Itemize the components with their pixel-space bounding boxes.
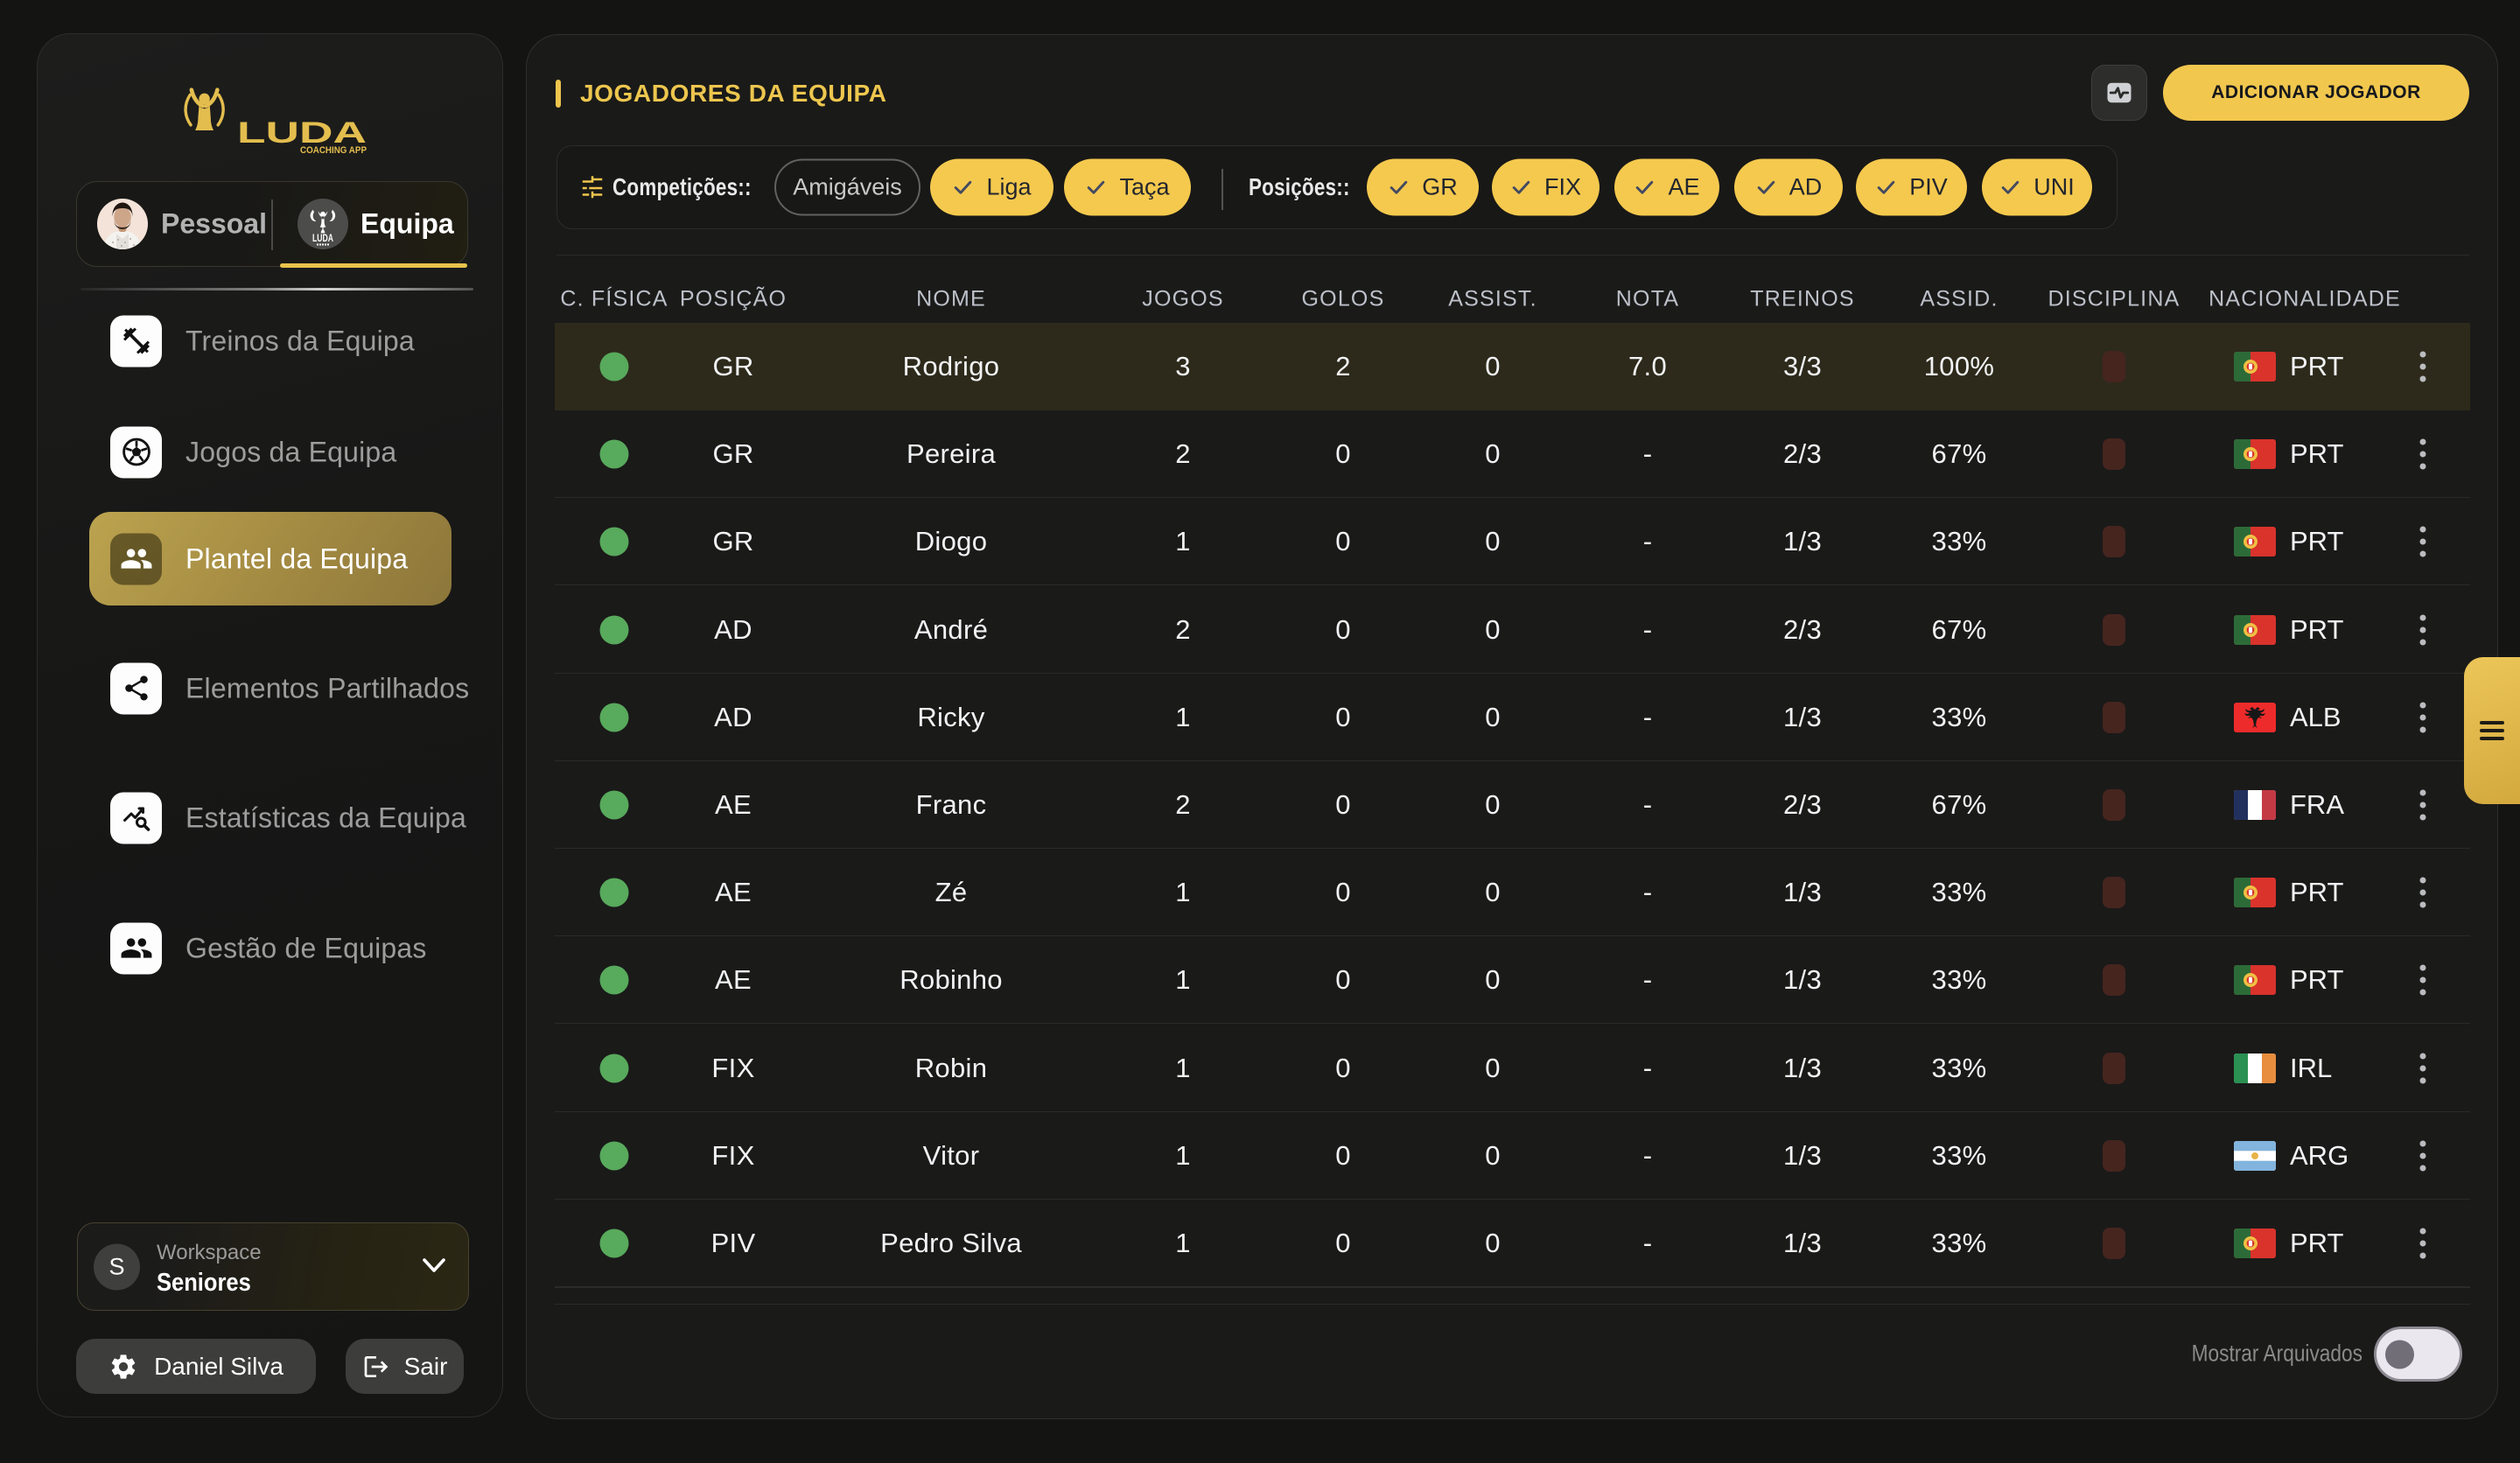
svg-text:LUDA: LUDA (237, 116, 367, 150)
svg-text:LUDA: LUDA (312, 234, 333, 244)
svg-text:COACHING APP: COACHING APP (300, 145, 367, 156)
